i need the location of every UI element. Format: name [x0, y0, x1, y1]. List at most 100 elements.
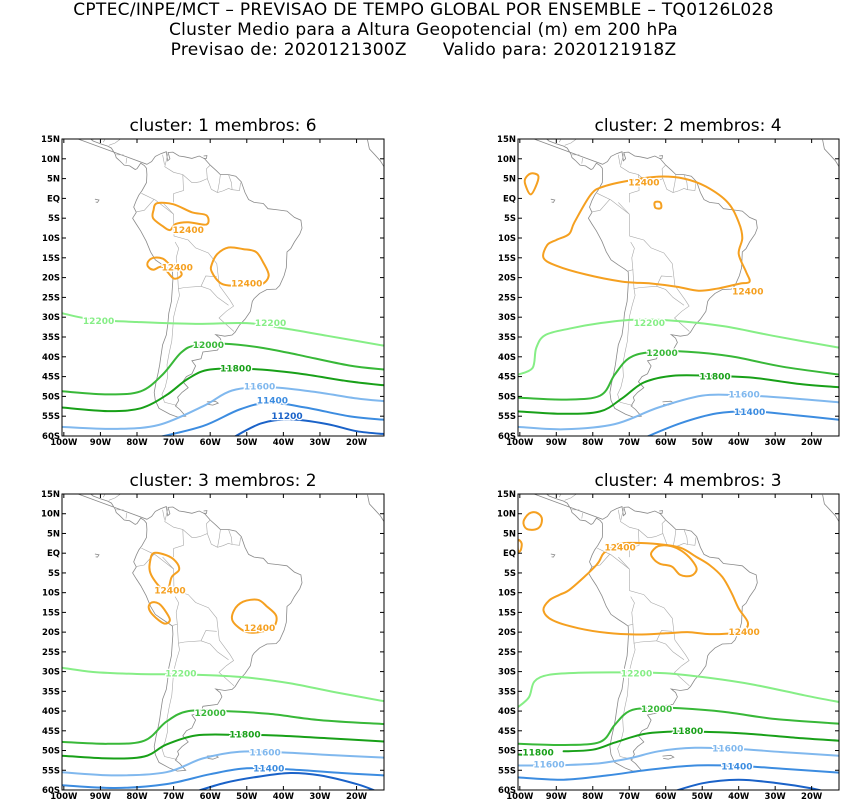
map-panel-cluster-4: cluster: 4 membros: 3 12400 12400 12200 1200…: [497, 471, 840, 802]
lon-tick-label: 70W: [163, 792, 185, 802]
lat-tick-label: 15N: [497, 135, 516, 145]
contour-line: [148, 551, 181, 591]
map-frame: [61, 493, 385, 791]
contour-line: [62, 750, 384, 777]
lon-tick-label: 90W: [90, 438, 112, 448]
contour-label: 12200: [165, 670, 196, 680]
lat-tick-label: 5N: [503, 529, 516, 539]
lat-tick-label: EQ: [503, 549, 516, 559]
contour-line: [518, 350, 839, 401]
country-border: [630, 241, 635, 270]
header-subtitle: Cluster Medio para a Altura Geopotencial…: [168, 20, 679, 40]
lat-tick-label: 55S: [498, 766, 516, 776]
forecast-date: Previsao de: 2020121300Z: [170, 40, 407, 60]
contour-label: 12400: [244, 624, 275, 634]
panel-title: cluster: 2 membros: 4: [594, 116, 781, 136]
contour-label: 12400: [732, 287, 763, 297]
lat-tick-label: 15N: [41, 135, 60, 145]
lat-tick-label: 15S: [498, 608, 516, 618]
country-border: [162, 202, 235, 332]
coastline: [550, 198, 556, 203]
lat-tick-label: 45S: [42, 373, 60, 383]
contour-label: 11600: [244, 383, 275, 393]
country-border: [125, 512, 128, 519]
lat-tick-label: 40S: [498, 353, 516, 363]
lat-tick-label: 25S: [498, 293, 516, 303]
contour-label: 11400: [721, 762, 752, 772]
contour-line: [562, 746, 839, 767]
map-frame: [517, 138, 840, 437]
contour-line: [542, 175, 751, 292]
contour-label: 12200: [634, 319, 665, 329]
coastline: [659, 510, 663, 514]
country-border: [618, 202, 690, 332]
country-border: [228, 174, 233, 190]
lon-tick-label: 50W: [236, 792, 258, 802]
panel-title: cluster: 3 membros: 2: [129, 471, 316, 491]
contour-line: [653, 200, 663, 210]
lat-tick-label: 50S: [42, 392, 60, 402]
contour-line: [147, 601, 171, 625]
lat-tick-label: 10N: [41, 510, 60, 520]
contour-label: 11600: [712, 745, 743, 755]
country-border: [108, 494, 121, 501]
country-border: [581, 512, 583, 519]
lat-tick-label: 10S: [498, 234, 516, 244]
coastline: [367, 139, 384, 168]
country-border: [617, 643, 636, 760]
country-border: [125, 157, 128, 164]
lat-tick-label: 5N: [503, 175, 516, 185]
country-border: [182, 519, 211, 538]
contour-line: [230, 598, 278, 634]
contour-line: [518, 318, 839, 376]
lon-tick-label: 100W: [506, 438, 534, 448]
lon-tick-label: 90W: [546, 792, 568, 802]
lat-tick-label: 40S: [42, 707, 60, 717]
country-border: [161, 643, 180, 760]
lat-tick-label: 5S: [48, 214, 60, 224]
contour-line: [62, 386, 384, 430]
coastline: [662, 754, 675, 760]
country-border: [200, 286, 229, 306]
lat-tick-label: 5S: [504, 214, 516, 224]
contour-label: 12400: [173, 226, 204, 236]
lon-tick-label: 100W: [506, 792, 534, 802]
country-border: [591, 199, 611, 213]
country-border: [617, 288, 636, 406]
lat-tick-label: 5S: [48, 569, 60, 579]
contour-label: 12000: [646, 349, 677, 359]
contour-label: 12000: [195, 709, 226, 719]
contour-label: 12200: [83, 317, 114, 327]
lon-tick-label: 70W: [163, 438, 185, 448]
country-border: [564, 494, 577, 501]
lon-tick-label: 60W: [655, 792, 677, 802]
country-border: [618, 154, 621, 165]
contour-label: 11800: [229, 731, 260, 741]
lon-tick-label: 80W: [126, 792, 148, 802]
contour-line: [62, 342, 384, 396]
coastline: [550, 553, 556, 558]
valid-date: Valido para: 2020121918Z: [442, 40, 677, 60]
lat-tick-label: 60S: [42, 786, 60, 796]
lon-tick-label: 40W: [728, 792, 750, 802]
contour-line: [62, 666, 384, 703]
lat-tick-label: 55S: [42, 412, 60, 422]
lon-tick-label: 30W: [765, 792, 787, 802]
lat-tick-label: 15N: [41, 490, 60, 500]
lat-tick-label: 55S: [42, 766, 60, 776]
coastline: [76, 139, 303, 418]
coastline: [822, 139, 839, 168]
contour-label: 11600: [729, 390, 760, 400]
contour-label: 11800: [522, 749, 553, 759]
coastline: [659, 155, 663, 159]
lat-tick-label: 20S: [42, 274, 60, 284]
lon-tick-label: 40W: [273, 438, 295, 448]
lat-tick-label: 15N: [497, 490, 516, 500]
country-border: [672, 529, 677, 548]
lat-tick-label: 60S: [498, 786, 516, 796]
contour-line: [62, 767, 384, 790]
lon-tick-label: 60W: [200, 438, 222, 448]
lat-tick-label: 30S: [498, 668, 516, 678]
map-frame: [517, 493, 840, 791]
lat-tick-label: 35S: [42, 687, 60, 697]
